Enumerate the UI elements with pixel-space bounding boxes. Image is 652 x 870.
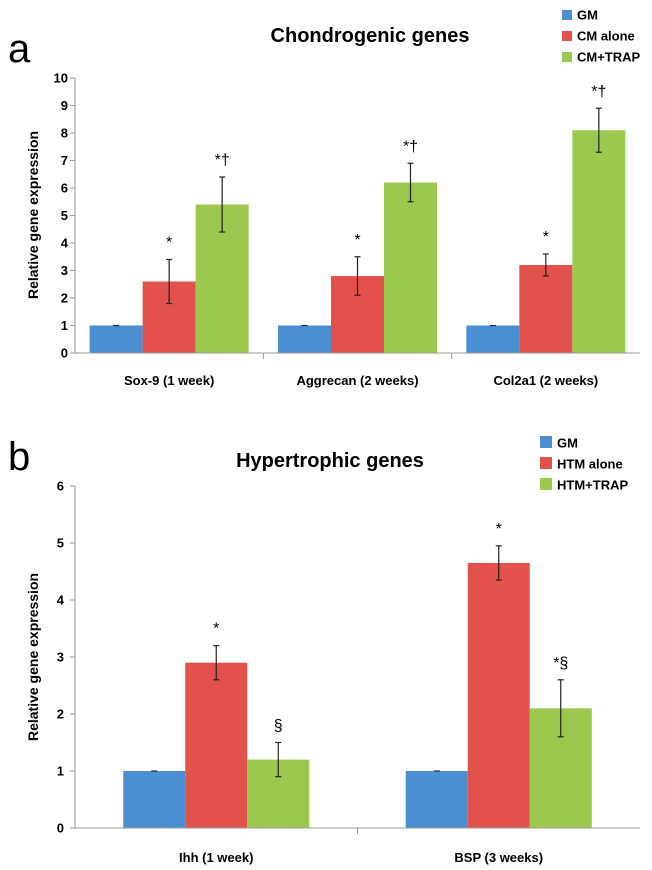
x-tick-label-a: Aggrecan (2 weeks) xyxy=(296,373,418,388)
chart-panel-b: b Hypertrophic genes Relative gene expre… xyxy=(8,435,640,865)
legend-swatch-b xyxy=(540,478,552,490)
bar-a-3-2 xyxy=(519,265,573,353)
legend-swatch-b xyxy=(540,457,552,469)
legend-swatch-a xyxy=(562,10,572,20)
bars-b xyxy=(123,562,592,828)
bar-a-2-3 xyxy=(384,182,437,353)
y-tick-label-a: 1 xyxy=(61,318,68,333)
legend-swatch-a xyxy=(562,31,572,41)
significance-mark-a: *† xyxy=(591,83,606,100)
bar-b-2-1 xyxy=(405,771,468,828)
bars-a xyxy=(89,130,626,353)
significance-mark-b: § xyxy=(274,718,283,735)
bar-a-2-1 xyxy=(278,325,331,353)
legend-label-a: GM xyxy=(577,8,598,23)
legend-label-a: CM alone xyxy=(577,29,635,44)
legend-a: GM CM alone CM+TRAP xyxy=(562,8,641,65)
significance-mark-a: * xyxy=(166,235,172,252)
x-ticks-a: Sox-9 (1 week) Aggrecan (2 weeks) Col2a1 (… xyxy=(124,353,598,388)
y-tick-label-b: 6 xyxy=(57,479,64,494)
y-tick-label-a: 5 xyxy=(61,208,68,223)
y-tick-label-b: 4 xyxy=(57,593,65,608)
y-tick-label-b: 3 xyxy=(57,650,64,665)
y-tick-label-a: 7 xyxy=(61,153,68,168)
y-ticks-b: 0 1 2 3 4 5 6 xyxy=(57,479,75,836)
legend-label-b: GM xyxy=(557,436,578,451)
legend-swatch-b xyxy=(540,436,552,448)
y-axis-label-b: Relative gene expression xyxy=(25,573,41,741)
significance-mark-a: * xyxy=(543,229,549,246)
significance-mark-a: *† xyxy=(403,138,418,155)
annotations-a: * *† * *† * *† xyxy=(166,83,606,251)
chart-title-a: Chondrogenic genes xyxy=(271,25,470,47)
chart-title-b: Hypertrophic genes xyxy=(236,450,424,472)
legend-swatch-a xyxy=(562,52,572,62)
y-tick-label-a: 4 xyxy=(61,236,69,251)
y-tick-label-a: 8 xyxy=(61,126,68,141)
y-ticks-a: 0 1 2 3 4 5 6 7 8 9 10 xyxy=(54,71,75,361)
x-tick-label-a: Sox-9 (1 week) xyxy=(124,373,214,388)
y-tick-label-a: 6 xyxy=(61,181,68,196)
significance-mark-b: * xyxy=(213,621,219,638)
x-tick-label-b: BSP (3 weeks) xyxy=(454,850,543,865)
bar-b-2-2 xyxy=(467,562,530,828)
bar-a-3-3 xyxy=(572,130,626,353)
legend-b: GM HTM alone HTM+TRAP xyxy=(540,436,628,493)
bar-b-1-1 xyxy=(123,771,186,828)
legend-label-b: HTM+TRAP xyxy=(557,478,628,493)
significance-mark-a: * xyxy=(354,232,360,249)
y-tick-label-a: 2 xyxy=(61,291,68,306)
chart-panel-a: a Chondrogenic genes Relative gene expre… xyxy=(8,8,641,389)
y-tick-label-b: 1 xyxy=(57,764,64,779)
y-tick-label-b: 2 xyxy=(57,707,64,722)
panel-label-a: a xyxy=(8,27,31,71)
y-tick-label-a: 10 xyxy=(54,71,68,86)
y-tick-label-b: 0 xyxy=(57,821,64,836)
x-tick-label-a: Col2a1 (2 weeks) xyxy=(493,373,598,388)
error-bars-b xyxy=(151,545,564,778)
x-ticks-b: Ihh (1 week) BSP (3 weeks) xyxy=(179,828,543,865)
y-tick-label-a: 3 xyxy=(61,263,68,278)
significance-mark-a: *† xyxy=(215,152,230,169)
bar-b-1-2 xyxy=(185,662,248,828)
x-tick-label-b: Ihh (1 week) xyxy=(179,850,253,865)
annotations-b: *§**§ xyxy=(213,521,568,735)
bar-a-3-1 xyxy=(466,325,520,353)
legend-label-a: CM+TRAP xyxy=(577,50,641,65)
error-bars-a xyxy=(113,107,602,327)
panel-label-b: b xyxy=(8,435,30,479)
y-tick-label-b: 5 xyxy=(57,536,64,551)
legend-label-b: HTM alone xyxy=(557,457,623,472)
significance-mark-b: *§ xyxy=(553,655,568,672)
y-axis-label-a: Relative gene expression xyxy=(25,131,41,299)
bar-a-1-1 xyxy=(89,325,143,353)
y-tick-label-a: 9 xyxy=(61,98,68,113)
significance-mark-b: * xyxy=(496,521,502,538)
y-tick-label-a: 0 xyxy=(61,346,68,361)
